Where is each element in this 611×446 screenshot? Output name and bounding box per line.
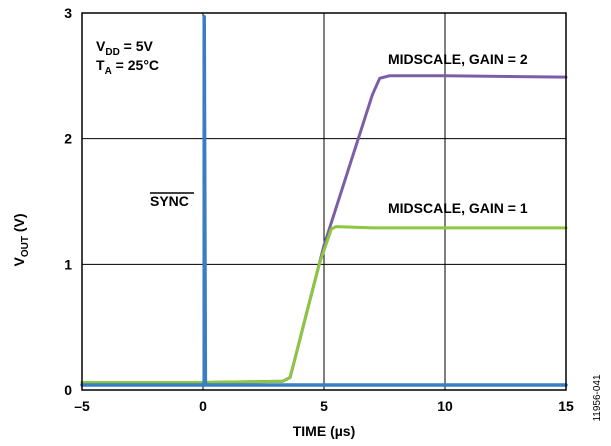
- condition-ta-sub: A: [105, 66, 112, 77]
- y-axis-title-main: V: [11, 257, 27, 267]
- x-tick-label: 10: [437, 398, 453, 414]
- y-axis-title-sub: OUT: [20, 236, 31, 257]
- series-layer: [80, 15, 568, 387]
- y-tick-label: 3: [64, 5, 72, 21]
- condition-vdd-main: V: [96, 38, 106, 54]
- gain2-label: MIDSCALE, GAIN = 2: [388, 51, 528, 67]
- condition-vdd-sub: DD: [105, 47, 119, 58]
- y-tick-label: 0: [64, 382, 72, 398]
- series-line-sync: [80, 15, 568, 387]
- condition-vdd-rest: = 5V: [120, 38, 154, 54]
- condition-ta: TA = 25°C: [96, 57, 159, 77]
- x-tick-label: 15: [558, 398, 574, 414]
- x-tick-label: –5: [74, 398, 90, 414]
- condition-ta-main: T: [96, 57, 105, 73]
- x-tick-labels: –5 0 5 10 15: [74, 398, 574, 414]
- condition-vdd: VDD = 5V: [96, 38, 154, 58]
- y-tick-labels: 0 1 2 3: [64, 5, 72, 398]
- gain1-label: MIDSCALE, GAIN = 1: [388, 200, 528, 216]
- condition-ta-rest: = 25°C: [112, 57, 159, 73]
- y-tick-label: 2: [64, 131, 72, 147]
- sync-label: SYNC: [150, 193, 189, 209]
- y-axis-title-unit: (V): [11, 213, 27, 236]
- y-axis-title: VOUT (V): [11, 213, 31, 266]
- x-axis-title: TIME (µs): [293, 423, 356, 439]
- x-tick-label: 0: [199, 398, 207, 414]
- x-tick-label: 5: [320, 398, 328, 414]
- plot-frame: [81, 12, 567, 391]
- series-line-midscale-gain-1: [80, 225, 568, 384]
- figure-id: 11956-041: [592, 374, 603, 422]
- y-tick-label: 1: [64, 256, 72, 272]
